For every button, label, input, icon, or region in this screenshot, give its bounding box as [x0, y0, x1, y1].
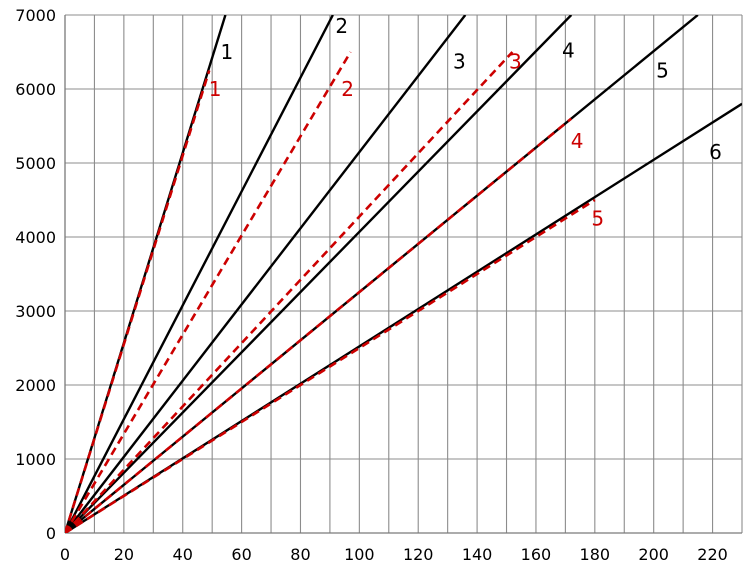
solid-series-label: 4 [562, 39, 575, 63]
solid-series-2-line [65, 15, 334, 533]
y-tick-label: 0 [46, 524, 56, 543]
x-tick-label: 100 [344, 545, 375, 564]
dashed-series-5-line [65, 198, 596, 533]
x-tick-label: 180 [580, 545, 611, 564]
y-tick-label: 5000 [15, 154, 56, 173]
series-annotations: 1 2 3 4 5 6 1 2 3 4 5 [209, 14, 722, 230]
solid-series-label: 6 [709, 140, 722, 164]
series-lines [65, 15, 742, 533]
solid-series-3-line [65, 15, 467, 533]
solid-series-label: 2 [335, 14, 348, 38]
dashed-series-1-line [65, 70, 211, 533]
y-tick-label: 3000 [15, 302, 56, 321]
dashed-series-label: 1 [209, 77, 222, 101]
dashed-series-label: 3 [509, 50, 522, 74]
x-tick-label: 80 [290, 545, 310, 564]
y-tick-labels: 0 1000 2000 3000 4000 5000 6000 7000 [15, 6, 56, 543]
dashed-series-label: 5 [591, 207, 604, 231]
solid-series-4-line [65, 15, 573, 533]
x-tick-label: 0 [60, 545, 70, 564]
y-tick-label: 1000 [15, 450, 56, 469]
solid-series-label: 3 [453, 50, 466, 74]
solid-series-1-line [65, 15, 227, 533]
x-tick-label: 20 [114, 545, 134, 564]
y-tick-label: 2000 [15, 376, 56, 395]
x-tick-label: 120 [403, 545, 434, 564]
dashed-series-4-line [65, 117, 573, 533]
solid-series-label: 1 [221, 40, 234, 64]
y-tick-label: 4000 [15, 228, 56, 247]
x-tick-label: 40 [173, 545, 193, 564]
dashed-series-label: 2 [341, 77, 354, 101]
y-tick-label: 6000 [15, 80, 56, 99]
x-tick-label: 60 [231, 545, 251, 564]
plot-frame [64, 15, 742, 534]
x-tick-labels: 0 20 40 60 80 100 120 140 160 180 200 220 [60, 545, 728, 564]
dashed-series-2-line [65, 51, 352, 533]
x-tick-label: 220 [697, 545, 728, 564]
solid-series-label: 5 [656, 59, 669, 83]
x-tick-label: 140 [462, 545, 493, 564]
dashed-series-label: 4 [571, 129, 584, 153]
x-tick-label: 160 [521, 545, 552, 564]
x-tick-label: 200 [638, 545, 669, 564]
dashed-series-3-line [65, 51, 514, 533]
y-tick-label: 7000 [15, 6, 56, 25]
